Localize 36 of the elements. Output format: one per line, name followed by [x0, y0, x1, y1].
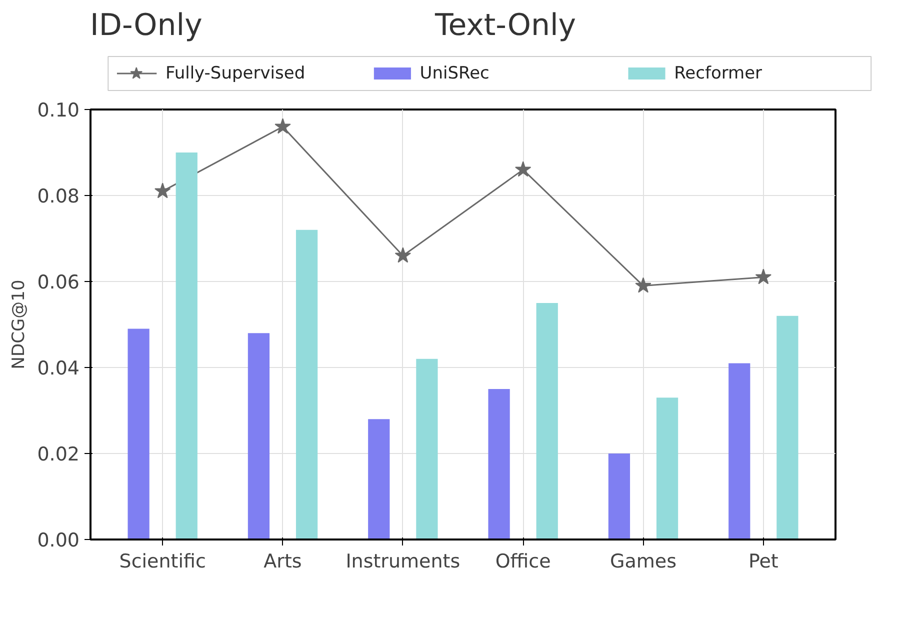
text: Text-Only — [435, 7, 578, 45]
y-tick-label: 0.08 — [37, 186, 80, 208]
x-tick-label: Arts — [264, 550, 302, 572]
y-tick-label: 0.00 — [37, 530, 80, 552]
y-tick-label: 0.04 — [37, 358, 80, 380]
x-tick-label: Instruments — [346, 550, 460, 572]
legend-label: UniSRec — [420, 64, 490, 84]
bar — [248, 333, 270, 540]
y-tick-label: 0.06 — [37, 272, 80, 294]
point — [514, 161, 532, 177]
bar — [368, 419, 390, 540]
bar — [488, 389, 510, 540]
text: ID-Only — [89, 7, 204, 45]
bar — [656, 398, 678, 540]
y-tick-label: 0.10 — [37, 100, 80, 122]
x-tick-label: Office — [495, 550, 551, 572]
point — [274, 118, 291, 134]
legend-label: Fully-Supervised — [165, 64, 306, 84]
point — [755, 268, 772, 284]
y-tick-label: 0.02 — [37, 444, 80, 466]
bar — [776, 316, 798, 540]
point — [394, 247, 412, 263]
bar — [416, 358, 438, 540]
bar — [536, 303, 558, 540]
bar — [728, 363, 750, 540]
y-axis-title: NDCG@10 — [9, 280, 30, 370]
bar — [176, 152, 198, 540]
point — [154, 182, 171, 198]
bar — [608, 454, 630, 540]
bar — [128, 328, 150, 540]
legend-label: Recformer — [674, 64, 762, 84]
bar — [296, 230, 318, 540]
point — [635, 277, 652, 293]
x-tick-label: Games — [610, 550, 676, 572]
x-tick-label: Pet — [748, 550, 778, 572]
x-tick-label: Scientific — [119, 550, 206, 572]
